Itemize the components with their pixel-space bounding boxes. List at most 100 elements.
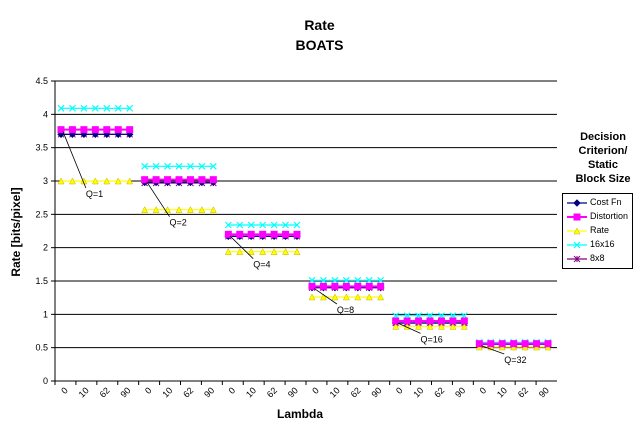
data-point-distortion [141,176,149,184]
data-point-b16 [331,276,339,284]
data-point-b16 [103,104,111,112]
data-point-rate [438,322,445,330]
data-point-rate [460,322,468,330]
legend-point [573,255,581,263]
legend-title-line: Block Size [575,173,631,185]
x-tick-label: 10 [160,385,174,399]
legend-label: 16x16 [590,239,615,249]
data-point-b16 [270,221,278,229]
data-point-rate [198,206,206,213]
annotation-leader [397,322,421,334]
data-point-b16 [365,276,373,284]
annotation-label: Q=4 [253,260,270,270]
y-tick-label: 1 [43,309,48,319]
x-tick-label: 10 [411,385,425,399]
data-point-distortion [186,176,194,184]
legend-label: Distortion [590,211,629,221]
x-tick-label: 0 [227,385,238,396]
data-point-b16 [91,104,99,112]
data-point-rate [247,248,255,255]
data-point-distortion [437,317,445,325]
data-point-distortion [460,317,468,325]
data-point-rate [57,177,65,185]
data-point-rate [236,248,244,255]
x-tick-label: 90 [369,385,383,399]
data-point-rate [69,177,76,185]
data-point-b16 [114,104,122,112]
legend-point [573,241,581,249]
data-point-distortion [282,230,290,238]
data-point-distortion [365,282,373,290]
data-point-rate [187,206,194,213]
data-point-distortion [57,126,65,134]
annotation-leader [481,345,505,355]
annotation-label: Q=1 [86,189,103,199]
data-point-distortion [319,282,327,290]
x-tick-label: 62 [432,385,446,399]
data-point-distortion [533,340,541,348]
data-point-distortion [236,230,244,238]
y-tick-label: 4.5 [35,76,48,86]
data-point-b16 [198,162,206,170]
data-point-distortion [331,282,339,290]
x-tick-label: 10 [77,385,91,399]
y-axis-label: Rate [bits/pixel] [9,187,23,276]
data-point-rate [426,322,434,330]
legend-title: Decision Criterion/ Static Block Size [568,130,638,186]
annotation-label: Q=2 [170,218,187,228]
y-tick-label: 1.5 [35,276,48,286]
data-point-b16 [69,104,76,112]
chart-title: Rate [304,17,335,33]
data-point-b16 [282,221,289,229]
data-point-rate [449,322,457,330]
data-point-distortion [544,340,552,348]
x-tick-label: 0 [59,385,70,396]
data-point-distortion [209,176,217,184]
data-point-distortion [392,317,400,325]
legend-label: 8x8 [590,253,605,263]
data-point-b16 [152,162,160,170]
data-point-b16 [293,221,301,229]
data-point-rate [209,206,217,213]
legend-item-16x16: 16x16 [563,238,632,252]
legend-title-line: Criterion/ [578,145,628,157]
data-point-b16 [187,162,194,170]
x-tick-label: 62 [265,385,279,399]
data-point-distortion [152,176,160,184]
y-tick-label: 0 [43,376,48,386]
data-point-distortion [175,176,183,184]
x-tick-label: 0 [310,385,321,396]
data-point-distortion [293,230,301,238]
legend-marker-16x16 [567,241,587,249]
data-point-rate [103,177,111,185]
x-tick-label: 0 [143,385,154,396]
data-point-distortion [126,126,134,134]
legend-title-line: Decision [580,131,626,143]
data-point-distortion [475,340,483,348]
y-tick-label: 4 [43,109,48,119]
data-point-b16 [164,162,171,170]
data-point-rate [270,248,278,255]
annotation-leader [62,131,87,189]
x-tick-label: 10 [244,385,258,399]
data-point-distortion [164,176,172,184]
legend-item-cost-fn: Cost Fn [563,196,632,210]
data-point-distortion [426,317,434,325]
data-point-distortion [521,340,529,348]
data-point-rate [91,177,99,185]
data-point-b16 [354,276,362,284]
data-point-distortion [247,230,255,238]
data-point-distortion [498,340,506,348]
data-point-distortion [342,282,350,290]
legend-marker-8x8 [567,255,587,263]
annotation-label: Q=16 [421,334,443,344]
data-point-distortion [308,282,316,290]
data-point-rate [293,248,301,255]
y-tick-label: 2 [43,243,48,253]
data-point-b16 [141,162,149,170]
y-tick-label: 3.5 [35,143,48,153]
data-point-b16 [236,221,244,229]
legend-point [573,227,581,235]
data-point-distortion [198,176,206,184]
